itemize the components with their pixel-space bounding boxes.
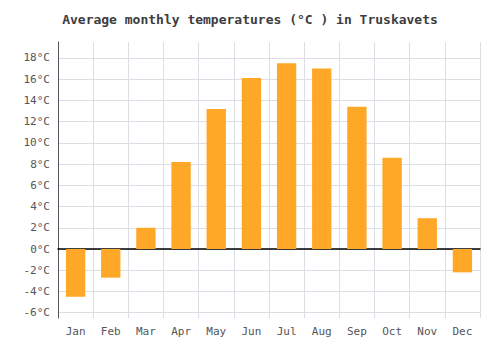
svg-text:May: May — [206, 325, 226, 338]
svg-text:Oct: Oct — [382, 325, 402, 338]
svg-text:6°C: 6°C — [30, 179, 50, 192]
svg-text:Jul: Jul — [277, 325, 297, 338]
svg-text:Feb: Feb — [101, 325, 121, 338]
svg-text:Jan: Jan — [66, 325, 86, 338]
svg-text:18°C: 18°C — [24, 51, 51, 64]
svg-text:10°C: 10°C — [24, 136, 51, 149]
svg-text:16°C: 16°C — [24, 73, 51, 86]
svg-text:Mar: Mar — [136, 325, 156, 338]
svg-text:8°C: 8°C — [30, 158, 50, 171]
svg-text:-2°C: -2°C — [24, 264, 51, 277]
svg-text:Apr: Apr — [171, 325, 191, 338]
svg-text:12°C: 12°C — [24, 115, 51, 128]
svg-text:14°C: 14°C — [24, 94, 51, 107]
svg-text:Jun: Jun — [241, 325, 261, 338]
svg-text:Sep: Sep — [347, 325, 367, 338]
svg-text:0°C: 0°C — [30, 243, 50, 256]
svg-text:4°C: 4°C — [30, 200, 50, 213]
svg-text:-6°C: -6°C — [24, 306, 51, 319]
svg-text:Nov: Nov — [417, 325, 437, 338]
svg-text:-4°C: -4°C — [24, 285, 51, 298]
svg-text:Average monthly temperatures (: Average monthly temperatures (°C ) in Tr… — [62, 12, 438, 27]
svg-text:Dec: Dec — [452, 325, 472, 338]
svg-text:Aug: Aug — [312, 325, 332, 338]
svg-text:2°C: 2°C — [30, 221, 50, 234]
